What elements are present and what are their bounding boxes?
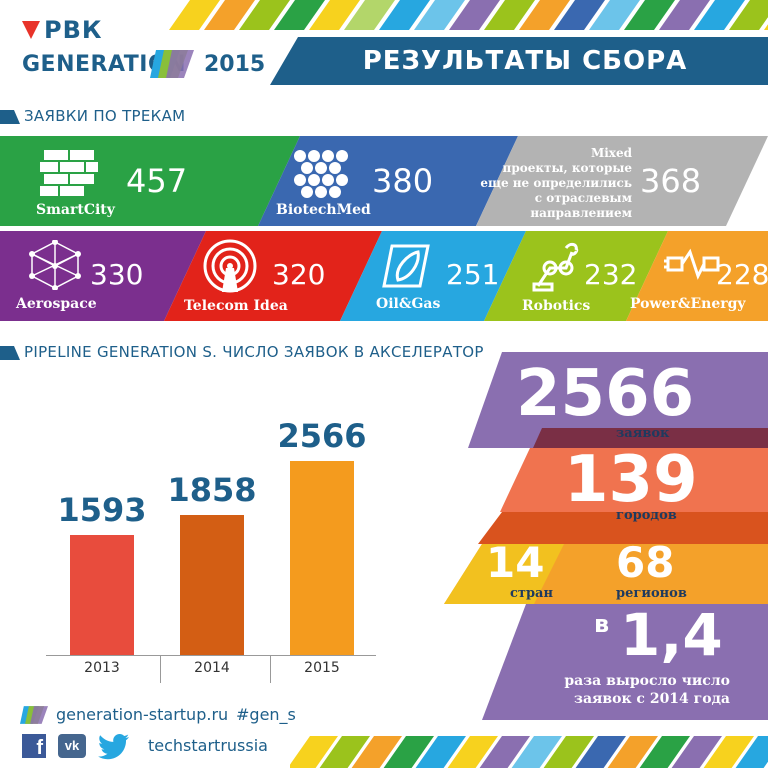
track-value-biotechmed: 380: [372, 162, 434, 200]
generation-year: 2015: [204, 52, 266, 77]
track-value-smartcity: 457: [126, 162, 188, 200]
growth-text: раза выросло число заявок с 2014 года: [564, 673, 730, 707]
track-value-oilgas: 251: [446, 258, 500, 291]
signal-tower-icon: [203, 239, 257, 293]
rvk-logo: РВК: [22, 16, 103, 44]
chart-baseline: [46, 655, 376, 656]
track-name-biotechmed: BiotechMed: [276, 202, 371, 218]
track-tile-telecom: [164, 231, 382, 321]
generation-logo-icon: [150, 50, 194, 78]
cities-label: городов: [616, 508, 677, 523]
oil-drop-icon: [382, 244, 430, 288]
hashtag-link[interactable]: #gen_s: [236, 705, 296, 724]
countries-label: стран: [510, 586, 553, 601]
power-plug-icon: [664, 248, 720, 280]
stat-band-cities: [500, 448, 768, 512]
chart-tick-label-2013: 2013: [84, 660, 120, 676]
generation-logo-icon: [20, 706, 48, 724]
bottom-decor-stripes: [290, 736, 768, 768]
stat-band-growth: [482, 604, 768, 720]
track-value-aerospace: 330: [90, 258, 144, 291]
chart-divider: [270, 655, 271, 683]
chart-bar-2014: [180, 515, 244, 655]
robot-arm-icon: [532, 242, 579, 292]
molecule-grid-icon: [294, 150, 348, 198]
chart-value-label-2014: 1858: [167, 471, 257, 509]
countries-value: 14: [486, 538, 545, 587]
brick-wall-icon: [40, 150, 98, 196]
chart-value-label-2015: 2566: [277, 417, 367, 455]
applications-label: заявок: [616, 426, 670, 441]
chart-value-label-2013: 1593: [57, 491, 147, 529]
rvk-mark-icon: [22, 21, 40, 39]
track-tile-mixed: [476, 136, 768, 226]
growth-value: 1,4: [620, 601, 723, 669]
track-name-telecom: Telecom Idea: [184, 298, 288, 314]
applications-value: 2566: [516, 357, 695, 431]
website-link[interactable]: generation-startup.ru: [56, 705, 229, 724]
track-name-oilgas: Oil&Gas: [376, 296, 441, 312]
track-name-mixed: Mixed проекты, которые еще не определили…: [480, 146, 632, 220]
title-banner: [270, 37, 768, 85]
chart-tick-label-2015: 2015: [304, 660, 340, 676]
track-name-powerenergy: Power&Energy: [630, 296, 746, 312]
tracks-section-title: ЗАЯВКИ ПО ТРЕКАМ: [24, 107, 186, 125]
stat-band-overlap: [478, 512, 768, 544]
page-title: РЕЗУЛЬТАТЫ СБОРА ЗАЯВОК: [362, 46, 688, 112]
track-name-robotics: Robotics: [522, 298, 591, 314]
regions-value: 68: [616, 538, 675, 587]
track-value-powerenergy: 228: [716, 258, 768, 291]
chart-bar-2013: [70, 535, 134, 655]
pipeline-section-title: PIPELINE GENERATION S. ЧИСЛО ЗАЯВОК В АК…: [24, 343, 484, 361]
growth-prefix: в: [594, 610, 610, 638]
top-decor-stripes: [150, 0, 768, 30]
network-globe-icon: [29, 240, 81, 290]
track-name-smartcity: SmartCity: [36, 202, 115, 218]
regions-label: регионов: [616, 586, 687, 601]
chart-tick-label-2014: 2014: [194, 660, 230, 676]
vk-icon[interactable]: vk: [58, 734, 86, 758]
brand-name: РВК: [44, 16, 103, 44]
section-marker: [0, 110, 20, 124]
facebook-icon[interactable]: f: [22, 734, 46, 759]
track-value-mixed: 368: [640, 162, 702, 200]
track-name-aerospace: Aerospace: [16, 296, 97, 312]
chart-divider: [160, 655, 161, 683]
track-value-robotics: 232: [584, 258, 638, 291]
section-marker: [0, 346, 20, 360]
social-handle[interactable]: techstartrussia: [148, 736, 268, 755]
track-value-telecom: 320: [272, 258, 326, 291]
chart-bar-2015: [290, 461, 354, 655]
twitter-icon[interactable]: [98, 734, 130, 760]
cities-value: 139: [564, 443, 698, 517]
